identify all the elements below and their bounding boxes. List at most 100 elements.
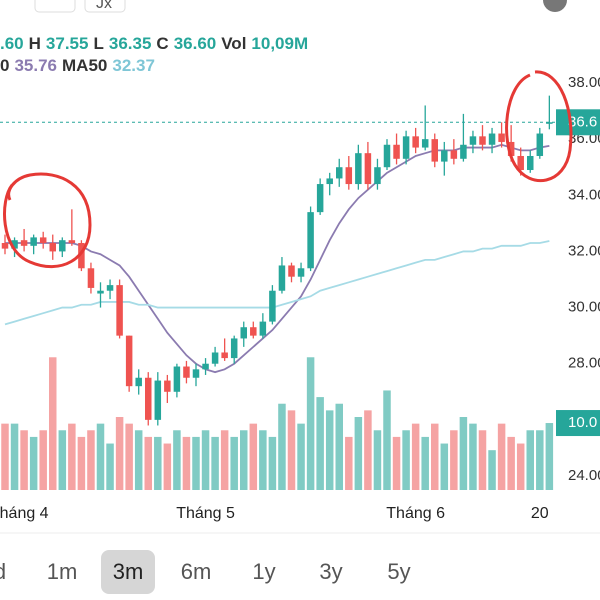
volume-bar xyxy=(240,430,248,490)
candle-body xyxy=(441,150,448,162)
volume-bar xyxy=(134,430,143,490)
candle-body xyxy=(345,167,353,185)
candle-body xyxy=(87,268,95,288)
legend-token: C xyxy=(156,34,168,53)
candle-body xyxy=(240,327,247,339)
volume-bar xyxy=(1,423,9,490)
volume-bar xyxy=(39,430,47,490)
volume-bar xyxy=(29,436,38,490)
tool-button[interactable] xyxy=(34,0,76,13)
volume-bar xyxy=(421,436,429,490)
range-tab[interactable]: 6m xyxy=(181,559,212,584)
candle-body xyxy=(393,144,400,159)
price-badge-label: 36.6 xyxy=(568,113,597,130)
volume-bar xyxy=(392,436,401,490)
legend-token: 0 xyxy=(0,56,9,75)
volume-bar xyxy=(182,436,191,490)
volume-bar xyxy=(402,430,410,490)
volume-bar xyxy=(316,397,324,490)
volume-bar xyxy=(87,430,95,490)
candle-body xyxy=(469,136,477,145)
candle-body xyxy=(192,369,200,378)
x-tick-label: háng 4 xyxy=(0,505,49,522)
candle-body xyxy=(39,237,47,244)
indicator-icon: Jx xyxy=(96,0,112,12)
range-tab[interactable]: 1m xyxy=(47,559,78,584)
volume-bar xyxy=(287,410,296,490)
candle-body xyxy=(173,366,181,392)
range-tab[interactable]: 3m xyxy=(113,559,144,584)
candle-body xyxy=(202,363,209,370)
candle-body xyxy=(230,338,238,359)
y-tick-label: 30.00 xyxy=(568,299,600,316)
volume-bar xyxy=(163,443,172,490)
volume-bar xyxy=(259,430,267,490)
volume-bar xyxy=(278,403,286,490)
volume-bar xyxy=(335,403,343,490)
candle-body xyxy=(49,243,56,252)
volume-bar xyxy=(268,436,277,490)
candle-body xyxy=(326,178,333,185)
tab-selected-bg xyxy=(101,550,155,594)
y-tick-label: 28.00 xyxy=(568,355,600,372)
volume-bar xyxy=(469,423,477,490)
candle-body xyxy=(135,377,142,387)
candle-body xyxy=(450,150,458,159)
candle-body xyxy=(154,380,162,420)
candle-body xyxy=(536,133,544,156)
candle-body xyxy=(11,240,18,249)
candle-body xyxy=(546,122,553,124)
volume-bar xyxy=(325,410,334,490)
volume-bar xyxy=(478,430,487,490)
candle-body xyxy=(20,240,28,246)
candle-body xyxy=(106,285,114,291)
candle-body xyxy=(183,366,190,378)
volume-bar xyxy=(373,430,382,490)
range-tab[interactable]: 3y xyxy=(319,559,342,584)
candle-body xyxy=(164,380,171,392)
candle-body xyxy=(297,268,305,277)
ohlc-legend: 0 35.76 MA50 32.37 xyxy=(0,56,155,75)
volume-bar xyxy=(306,357,315,490)
range-tab[interactable]: 5y xyxy=(387,559,410,584)
candle-body xyxy=(269,290,276,322)
indicator-button[interactable] xyxy=(84,0,126,13)
volume-bar xyxy=(144,436,152,490)
range-tab[interactable]: 1y xyxy=(252,559,275,584)
volume-badge xyxy=(556,410,600,437)
candle-body xyxy=(479,136,486,145)
candle-body xyxy=(498,133,505,142)
candle-body xyxy=(97,290,104,294)
y-tick-label: 32.00 xyxy=(568,242,600,259)
volume-bar xyxy=(450,430,458,490)
volume-bar xyxy=(536,430,544,490)
candle-body xyxy=(431,139,438,162)
candle-body xyxy=(145,377,152,420)
legend-token: H xyxy=(29,34,41,53)
volume-bar xyxy=(526,430,534,490)
price-badge xyxy=(556,109,600,136)
candle-body xyxy=(402,136,410,159)
volume-bar xyxy=(125,423,133,490)
volume-bar xyxy=(516,443,525,490)
volume-bar xyxy=(459,417,468,490)
volume-bar xyxy=(10,423,19,490)
volume-bar xyxy=(431,423,439,490)
volume-bar xyxy=(154,436,162,490)
volume-bar xyxy=(354,417,363,490)
legend-token: L xyxy=(93,34,103,53)
candle-body xyxy=(125,335,133,387)
candle-body xyxy=(364,153,372,185)
settings-icon[interactable] xyxy=(543,0,567,12)
legend-token: 10,09M xyxy=(251,34,308,53)
volume-bar xyxy=(77,436,86,490)
candle-body xyxy=(374,167,381,185)
legend-token: 37.55 xyxy=(46,34,89,53)
candle-body xyxy=(259,321,267,336)
range-tab[interactable]: d xyxy=(0,559,6,584)
tab-bar: d 1m 3m 6m 1y 3y 5y xyxy=(0,550,411,594)
annotation-circle xyxy=(505,70,573,183)
